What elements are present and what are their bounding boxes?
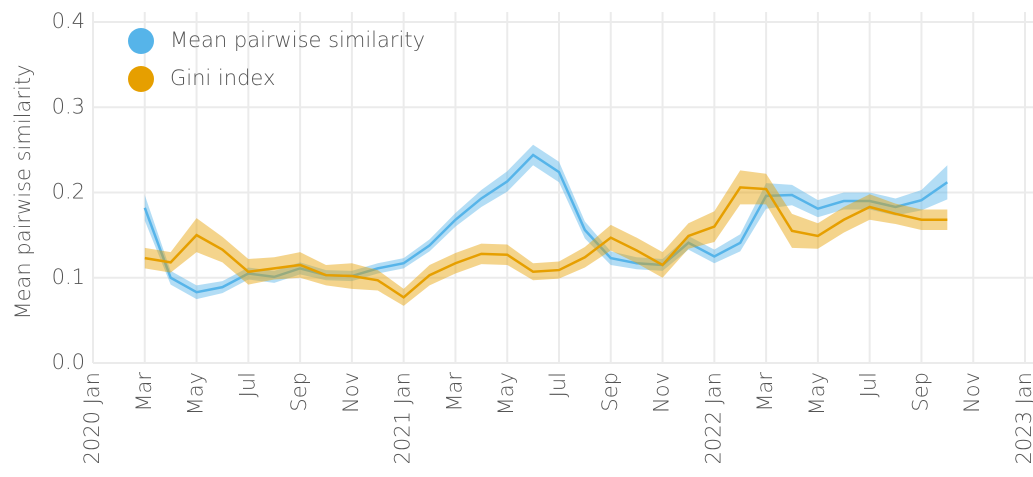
confidence-band [144, 170, 948, 306]
plot [143, 144, 949, 306]
x-tick-label: Jul [857, 372, 881, 397]
x-tick-label: 2020 Jan [80, 372, 104, 465]
x-tick-label: Sep [598, 372, 622, 412]
legend-marker [128, 66, 154, 92]
line [144, 186, 948, 299]
legend-label: Gini index [170, 66, 275, 90]
x-tick-label: Nov [339, 372, 363, 413]
confidence-band [144, 144, 948, 300]
x-tick-label: Sep [908, 372, 932, 412]
y-tick-label: 0.1 [52, 265, 85, 289]
x-tick-label: Jul [546, 372, 570, 397]
x-tick-label: Nov [960, 372, 984, 413]
x-tick-label: 2022 Jan [701, 372, 725, 465]
x-tick-label: Mar [132, 372, 156, 412]
legend-marker [128, 28, 154, 54]
x-tick-label: May [494, 372, 518, 415]
x-tick-label: Mar [442, 372, 466, 412]
x-tick-label: Mar [753, 372, 777, 412]
line [143, 153, 949, 294]
y-tick-label: 0.0 [52, 350, 85, 374]
x-tick-label: 2021 Jan [391, 372, 415, 465]
y-tick-label: 0.2 [52, 180, 85, 204]
y-tick-label: 0.4 [52, 9, 85, 33]
x-tick-label: Sep [287, 372, 311, 412]
x-tick-label: Nov [650, 372, 674, 413]
legend: Mean pairwise similarity Gini index [128, 28, 425, 92]
x-tick-label: May [184, 372, 208, 415]
grid: 0.0 0.1 0.2 0.3 0.4 2020 Jan Mar May Jul Sep Nov 20… [52, 9, 1033, 465]
x-tick-label: May [805, 372, 829, 415]
legend-label: Mean pairwise similarity [170, 28, 425, 52]
x-tick-label: Jul [235, 372, 259, 397]
x-tick-label: 2023 Jan [1012, 372, 1033, 465]
y-tick-label: 0.3 [52, 94, 85, 118]
y-axis-label: Mean pairwise similarity [11, 64, 35, 319]
